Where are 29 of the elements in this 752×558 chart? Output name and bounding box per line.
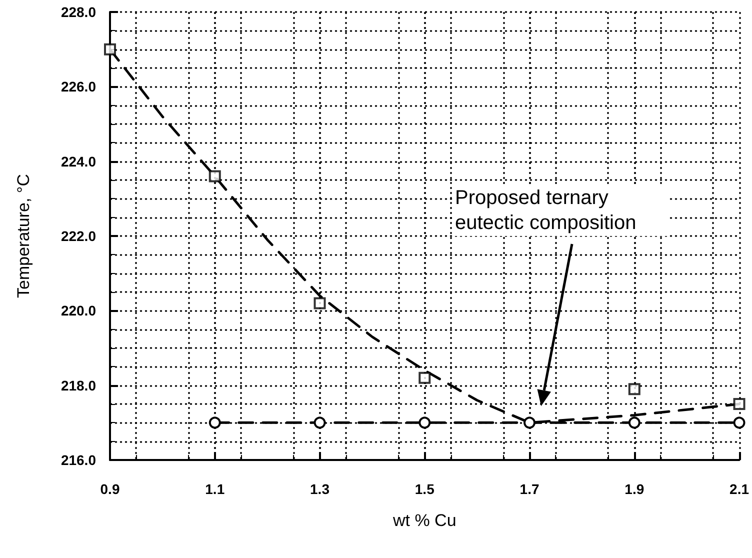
point	[628, 416, 640, 429]
point	[628, 383, 640, 396]
point	[314, 416, 326, 429]
y-axis-title: Temperature, °C	[14, 174, 33, 298]
y-tick-label: 226.0	[60, 78, 96, 95]
y-tick-label: 228.0	[60, 4, 96, 20]
point	[208, 170, 221, 182]
point	[208, 416, 221, 429]
x-tick-label: 0.9	[100, 481, 120, 497]
y-tick-label: 218.0	[60, 377, 96, 394]
point	[418, 416, 431, 429]
x-tick-label: 1.1	[205, 481, 225, 497]
y-tick-label: 216.0	[60, 452, 96, 468]
x-tick-label: 1.9	[624, 481, 644, 497]
annotation: Proposed ternary eutectic composition	[453, 186, 669, 236]
x-tick-label: 1.7	[520, 481, 540, 497]
x-tick-label: 2.1	[730, 481, 750, 497]
y-tick-label: 222.0	[60, 228, 96, 244]
x-tick-label: 1.5	[414, 481, 435, 497]
point	[314, 297, 326, 310]
x-tick-label: 1.3	[310, 481, 330, 497]
point	[104, 43, 116, 56]
point	[733, 398, 746, 410]
point	[524, 416, 536, 429]
x-axis-title: wt % Cu	[392, 511, 456, 530]
y-tick-label: 220.0	[60, 302, 96, 319]
point	[733, 416, 746, 429]
y-tick-label: 224.0	[60, 153, 96, 170]
point	[418, 372, 431, 384]
